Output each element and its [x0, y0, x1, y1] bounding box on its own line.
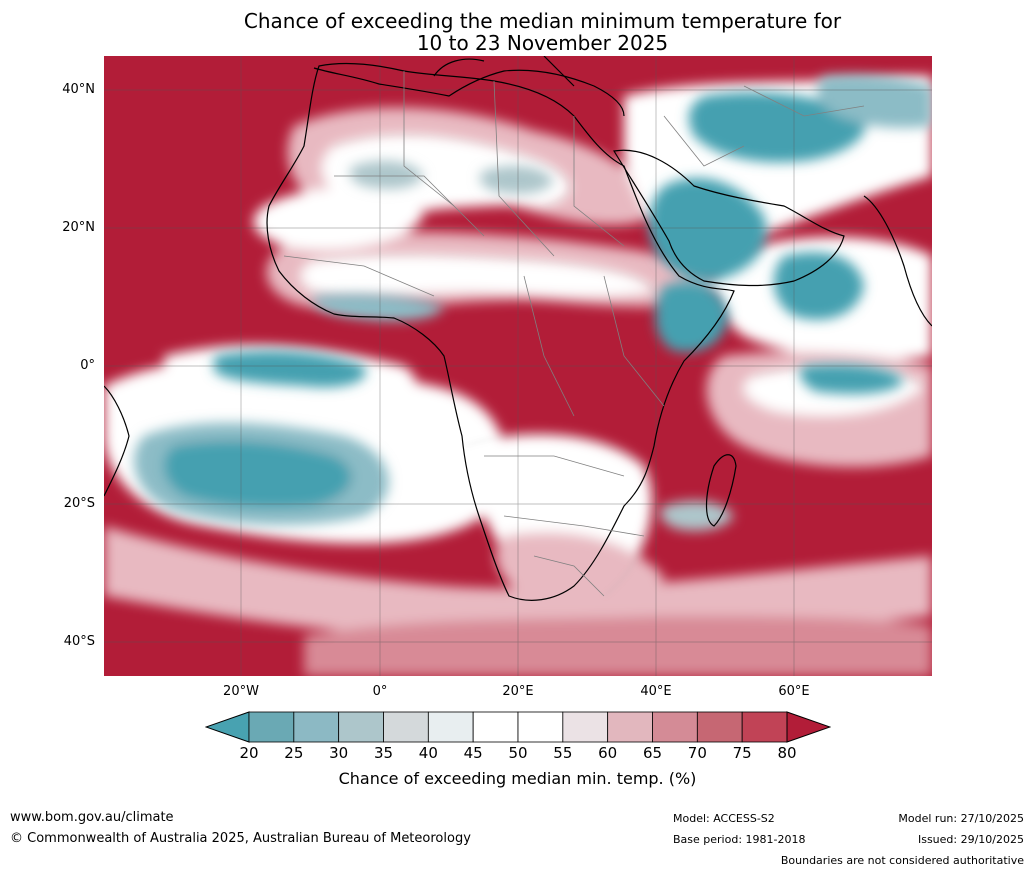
- lat-label-40s: 40°S: [63, 634, 95, 649]
- colorbar-tick-label: 80: [777, 744, 797, 762]
- colorbar-extend-low: [205, 711, 250, 743]
- colorbar-cells: [205, 711, 831, 743]
- colorbar-cell: [293, 711, 340, 743]
- colorbar-label: Chance of exceeding median min. temp. (%…: [338, 769, 697, 788]
- colorbar-tick-label: 35: [373, 744, 394, 762]
- issued-text: Issued: 29/10/2025: [917, 833, 1024, 846]
- base-period-text: Base period: 1981-2018: [673, 833, 806, 846]
- colorbar-cell: [607, 711, 653, 743]
- graticule: [104, 56, 932, 676]
- colorbar-tick-label: 45: [463, 744, 483, 762]
- coastlines: [104, 56, 932, 601]
- colorbar-tick-label: 60: [598, 744, 618, 762]
- low-probability-regions: [134, 74, 932, 531]
- lon-label-60e: 60°E: [778, 684, 810, 699]
- country-boundaries: [283, 71, 865, 597]
- lat-label-20s: 20°S: [63, 496, 95, 511]
- colorbar-cell: [517, 711, 564, 743]
- lat-label-equator: 0°: [80, 358, 95, 373]
- colorbar-cell: [562, 711, 609, 743]
- probability-map: [104, 56, 932, 676]
- lon-label-20w: 20°W: [223, 684, 259, 699]
- colorbar-tick-label: 30: [329, 744, 349, 762]
- colorbar-tick-label: 65: [642, 744, 663, 762]
- title-line-2: 10 to 23 November 2025: [416, 31, 669, 55]
- lon-label-40e: 40°E: [640, 684, 672, 699]
- colorbar-cell: [383, 711, 429, 743]
- disclaimer-text: Boundaries are not considered authoritat…: [780, 854, 1024, 867]
- colorbar-cell: [696, 711, 743, 743]
- colorbar-extend-high: [786, 711, 831, 743]
- colorbar-cell: [338, 711, 384, 743]
- colorbar-tick-label: 40: [418, 744, 438, 762]
- colorbar-tick-label: 50: [508, 744, 528, 762]
- website-link[interactable]: www.bom.gov.au/climate: [10, 810, 174, 825]
- map-canvas: [104, 56, 932, 676]
- lon-label-0: 0°: [372, 684, 388, 699]
- colorbar-tick-label: 20: [239, 744, 259, 762]
- lon-label-20e: 20°E: [502, 684, 534, 699]
- title-line-1: Chance of exceeding the median minimum t…: [243, 9, 842, 33]
- colorbar-cell: [472, 711, 519, 743]
- colorbar-cell: [652, 711, 698, 743]
- colorbar-tick-label: 70: [687, 744, 707, 762]
- colorbar-cell: [248, 711, 295, 743]
- lat-label-40n: 40°N: [62, 82, 95, 97]
- colorbar-cell: [741, 711, 788, 743]
- colorbar-tick-label: 75: [732, 744, 752, 762]
- colorbar-tick-label: 25: [284, 744, 304, 762]
- map-title: Chance of exceeding the median minimum t…: [0, 10, 1035, 54]
- copyright-text: © Commonwealth of Australia 2025, Austra…: [10, 831, 471, 846]
- colorbar-cell: [427, 711, 474, 743]
- colorbar-tick-label: 55: [553, 744, 573, 762]
- lat-label-20n: 20°N: [62, 220, 95, 235]
- model-text: Model: ACCESS-S2: [673, 812, 775, 825]
- colorbar: [205, 711, 831, 743]
- model-run-text: Model run: 27/10/2025: [898, 812, 1024, 825]
